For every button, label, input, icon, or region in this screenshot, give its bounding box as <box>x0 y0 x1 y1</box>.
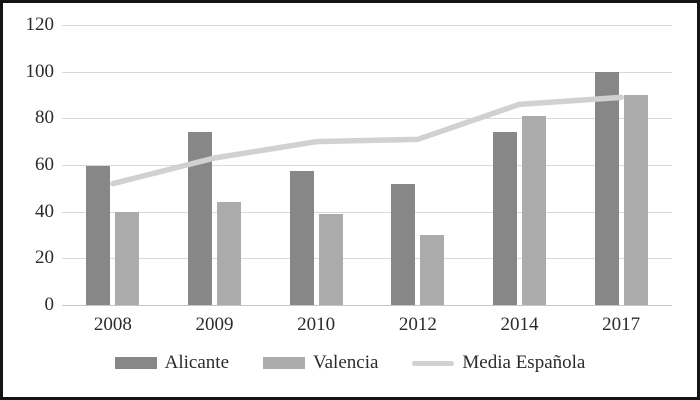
gridline <box>62 165 672 166</box>
legend-item-alicante: Alicante <box>114 352 229 374</box>
bar-valencia-2014 <box>522 116 546 305</box>
x-axis-line <box>62 305 672 306</box>
bar-alicante-2010 <box>289 170 314 305</box>
bar-valencia-2017 <box>623 95 648 305</box>
legend: Alicante Valencia Media Española <box>0 352 700 374</box>
gridline <box>62 211 672 213</box>
y-tick-label: 80 <box>35 107 54 129</box>
y-tick-label: 60 <box>35 154 54 175</box>
x-tick-label-2010: 2010 <box>297 314 336 335</box>
x-tick-label-2017: 2017 <box>602 314 641 335</box>
legend-item-media-española: Media Española <box>412 352 585 374</box>
y-tick-label: 100 <box>25 60 55 82</box>
y-tick-label: 40 <box>35 200 54 222</box>
bar-valencia-2009 <box>217 202 241 305</box>
y-tick-label: 120 <box>25 14 55 35</box>
x-tick-label-2014: 2014 <box>500 314 539 335</box>
bar-alicante-2014 <box>493 132 517 305</box>
legend-line-swatch-icon <box>412 360 455 366</box>
bar-alicante-2012 <box>391 183 416 305</box>
gridline <box>62 71 672 73</box>
line-media-española <box>110 94 624 187</box>
bar-valencia-2008 <box>115 211 140 305</box>
y-tick-label: 0 <box>44 294 55 315</box>
bar-valencia-2012 <box>420 235 445 305</box>
y-tick-label: 20 <box>35 247 54 269</box>
legend-label: Alicante <box>164 352 229 373</box>
legend-label: Valencia <box>313 352 379 373</box>
x-tick-label-2009: 2009 <box>195 314 234 335</box>
legend-label: Media Española <box>462 352 586 373</box>
x-tick-label-2012: 2012 <box>398 314 437 335</box>
bar-valencia-2010 <box>318 214 343 305</box>
gridline <box>62 25 672 26</box>
bar-alicante-2008 <box>86 166 111 305</box>
bar-alicante-2017 <box>594 71 619 305</box>
legend-bar-swatch-icon <box>114 357 157 369</box>
gridline <box>62 258 672 260</box>
gridline <box>62 118 672 120</box>
legend-bar-swatch-icon <box>263 357 305 369</box>
x-tick-label-2008: 2008 <box>93 314 132 335</box>
legend-item-valencia: Valencia <box>263 352 378 374</box>
